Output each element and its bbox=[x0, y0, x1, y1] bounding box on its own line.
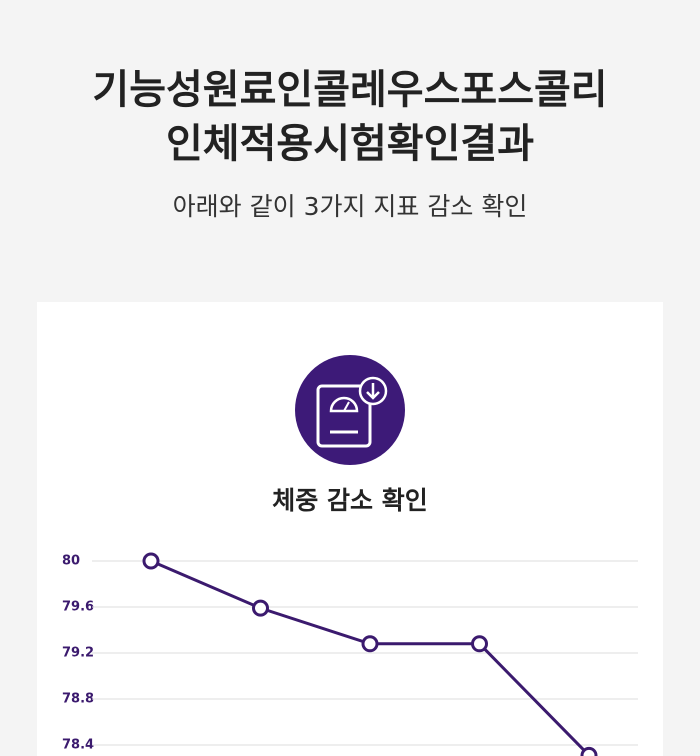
scale-icon bbox=[295, 355, 405, 465]
y-tick-label: 79.6 bbox=[62, 600, 94, 615]
y-tick-label: 80 bbox=[62, 554, 80, 569]
point bbox=[471, 635, 488, 653]
title-line: 인체적용시험확인결과 bbox=[166, 121, 534, 167]
point bbox=[142, 552, 160, 570]
point bbox=[361, 635, 379, 653]
point bbox=[252, 599, 269, 617]
subtitle: 아래와 같이 3가지 지표 감소 확인 bbox=[173, 192, 528, 221]
point bbox=[580, 746, 598, 756]
y-tick-label: 78.8 bbox=[62, 692, 94, 707]
title-line: 기능성원료인콜레우스포스콜리 bbox=[92, 67, 607, 113]
y-tick-label: 78.4 bbox=[62, 738, 94, 753]
chart-title: 체중 감소 확인 bbox=[272, 486, 427, 515]
y-tick-label: 79.2 bbox=[62, 646, 94, 661]
